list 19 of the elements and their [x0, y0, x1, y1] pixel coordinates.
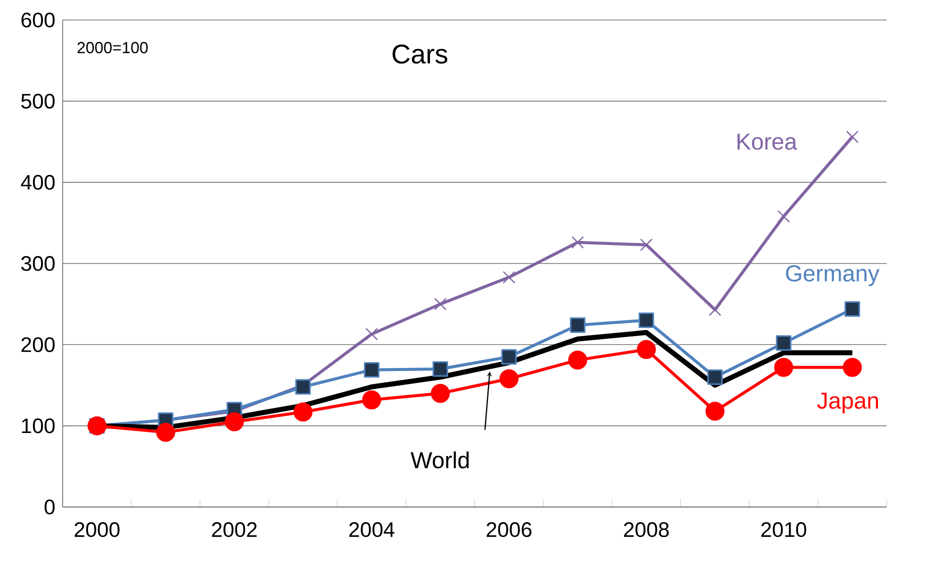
y-tick-label: 600 [22, 12, 55, 28]
x-tick-label: 2010 [761, 522, 806, 538]
y-tick-label: 0 [44, 500, 55, 514]
series-label: Korea [738, 134, 798, 150]
x-tick-label: 2002 [212, 522, 257, 538]
text: World [410, 451, 469, 468]
series-label: Japan [817, 392, 878, 414]
y-tick-label: 100 [22, 418, 55, 434]
x-tick-label: 2006 [486, 522, 532, 538]
y-tick-label: 300 [21, 256, 55, 271]
x-tick-label: 2008 [624, 522, 669, 538]
text: 2000=100 [78, 42, 148, 54]
y-tick-label: 500 [21, 94, 55, 109]
series-label: Germany [786, 265, 880, 286]
text: Cars [392, 44, 448, 64]
y-tick-label: 400 [20, 174, 55, 190]
x-tick-label: 2004 [349, 522, 394, 538]
x-tick-label: 2000 [74, 522, 120, 538]
y-tick-label: 200 [21, 337, 55, 352]
